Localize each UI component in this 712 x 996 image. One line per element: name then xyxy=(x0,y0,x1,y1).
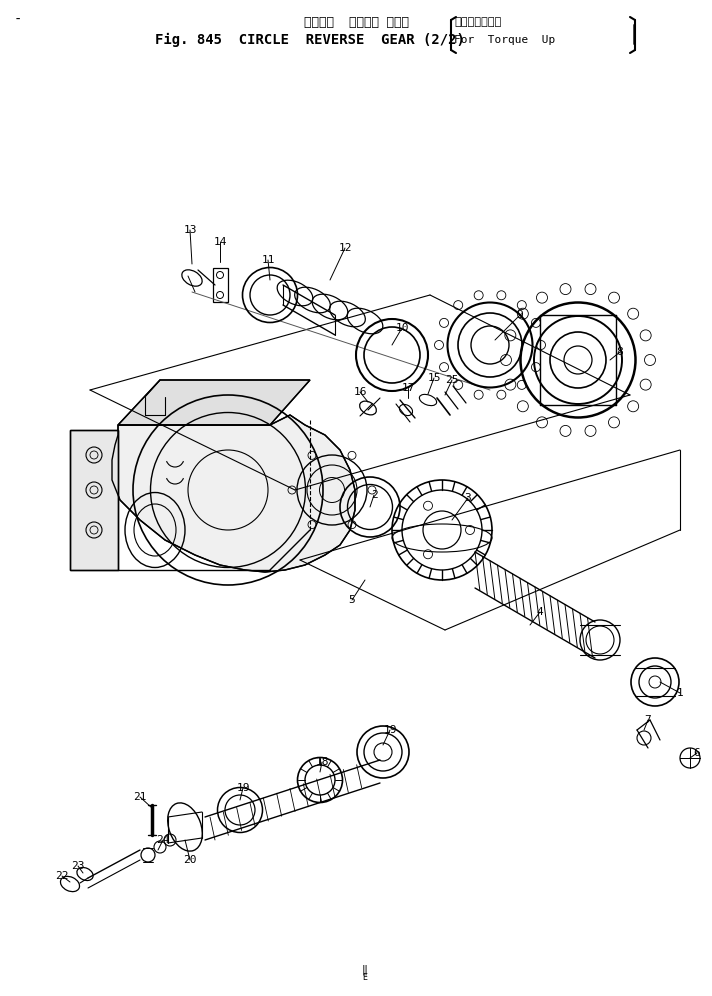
Text: 9: 9 xyxy=(517,310,523,320)
Text: 25: 25 xyxy=(445,375,459,385)
Text: 7: 7 xyxy=(644,715,651,725)
Text: 15: 15 xyxy=(427,373,441,383)
Text: 14: 14 xyxy=(214,237,226,247)
Text: 16: 16 xyxy=(353,387,367,397)
Text: 13: 13 xyxy=(183,225,197,235)
Text: 18: 18 xyxy=(315,757,329,767)
Text: 4: 4 xyxy=(537,607,543,617)
Text: ‖: ‖ xyxy=(362,965,368,975)
Text: 6: 6 xyxy=(693,748,701,758)
Text: -: - xyxy=(14,13,22,27)
Polygon shape xyxy=(70,430,118,570)
Polygon shape xyxy=(112,415,355,572)
Text: 20: 20 xyxy=(183,855,197,865)
Text: 3: 3 xyxy=(465,493,471,503)
Text: 21: 21 xyxy=(133,792,147,802)
Text: 24: 24 xyxy=(156,835,169,845)
Text: 10: 10 xyxy=(395,323,409,333)
Text: 12: 12 xyxy=(338,243,352,253)
Text: 8: 8 xyxy=(617,347,624,357)
Text: 5: 5 xyxy=(349,595,355,605)
Text: トルクアップ用: トルクアップ用 xyxy=(454,17,501,27)
Text: 19: 19 xyxy=(236,783,250,793)
Text: E: E xyxy=(362,973,367,982)
Text: サークル  リバース ギヤー: サークル リバース ギヤー xyxy=(305,16,409,29)
Text: For  Torque  Up: For Torque Up xyxy=(454,35,555,45)
Text: 19: 19 xyxy=(383,725,397,735)
Text: 11: 11 xyxy=(261,255,275,265)
Text: 1: 1 xyxy=(676,688,684,698)
Text: 22: 22 xyxy=(56,871,69,881)
Text: 23: 23 xyxy=(71,861,85,871)
Text: 2: 2 xyxy=(371,490,377,500)
Polygon shape xyxy=(118,380,310,425)
Text: Fig. 845  CIRCLE  REVERSE  GEAR (2/2): Fig. 845 CIRCLE REVERSE GEAR (2/2) xyxy=(155,33,465,47)
Text: 17: 17 xyxy=(402,383,415,393)
